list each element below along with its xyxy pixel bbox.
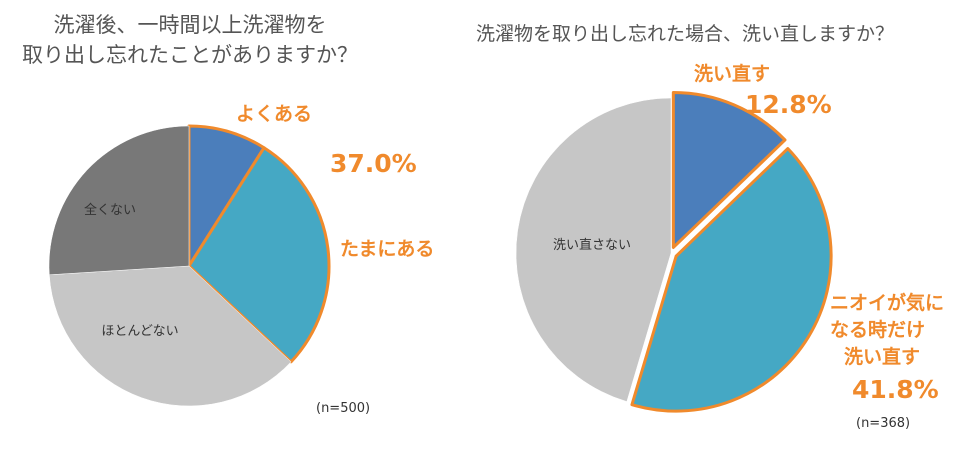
chart2-slice-1 [630, 147, 833, 413]
chart1-annotation-percent: 37.0% [330, 149, 417, 178]
chart2-annotation-percent-1: 12.8% [745, 90, 832, 119]
chart2-sample-size: (n=368) [856, 416, 911, 431]
chart2-annotation-line-2: なる時だけ [830, 319, 925, 341]
chart2-annotation-araenaosu: 洗い直す [694, 62, 770, 85]
chart1-sample-size: (n=500) [316, 401, 371, 416]
chart1-slice-0 [187, 124, 266, 268]
chart1-annotation-tamaniaru: たまにある [340, 238, 434, 260]
chart1-title: 洗濯後、一時間以上洗濯物を 取り出し忘れたことがありますか？ [22, 13, 358, 67]
chart1-slice-3 [48, 125, 190, 276]
chart2-slice-label-araenaoshinai: 洗い直さない [553, 238, 631, 253]
chart1-slice-1 [187, 146, 331, 364]
chart1-annotation-yokuaru: よくある [236, 103, 312, 125]
chart1-slice-2 [49, 265, 292, 407]
chart2-annotation-percent-2: 41.8% [852, 375, 939, 404]
pie-chart-1 [48, 124, 331, 407]
chart1-slice-label-zenkunai: 全くない [84, 202, 136, 218]
chart1-slice-label-hotondonai: ほとんどない [101, 324, 178, 339]
chart2-annotation-line-1: ニオイが気に [830, 291, 944, 314]
chart2-slice-0 [671, 90, 787, 249]
pie-chart-2 [515, 90, 833, 413]
chart2-slice-2 [515, 97, 672, 402]
chart2-title: 洗濯物を取り出し忘れた場合、洗い直しますか？ [475, 23, 894, 45]
chart2-annotation-line-3: 洗い直す [844, 345, 920, 368]
